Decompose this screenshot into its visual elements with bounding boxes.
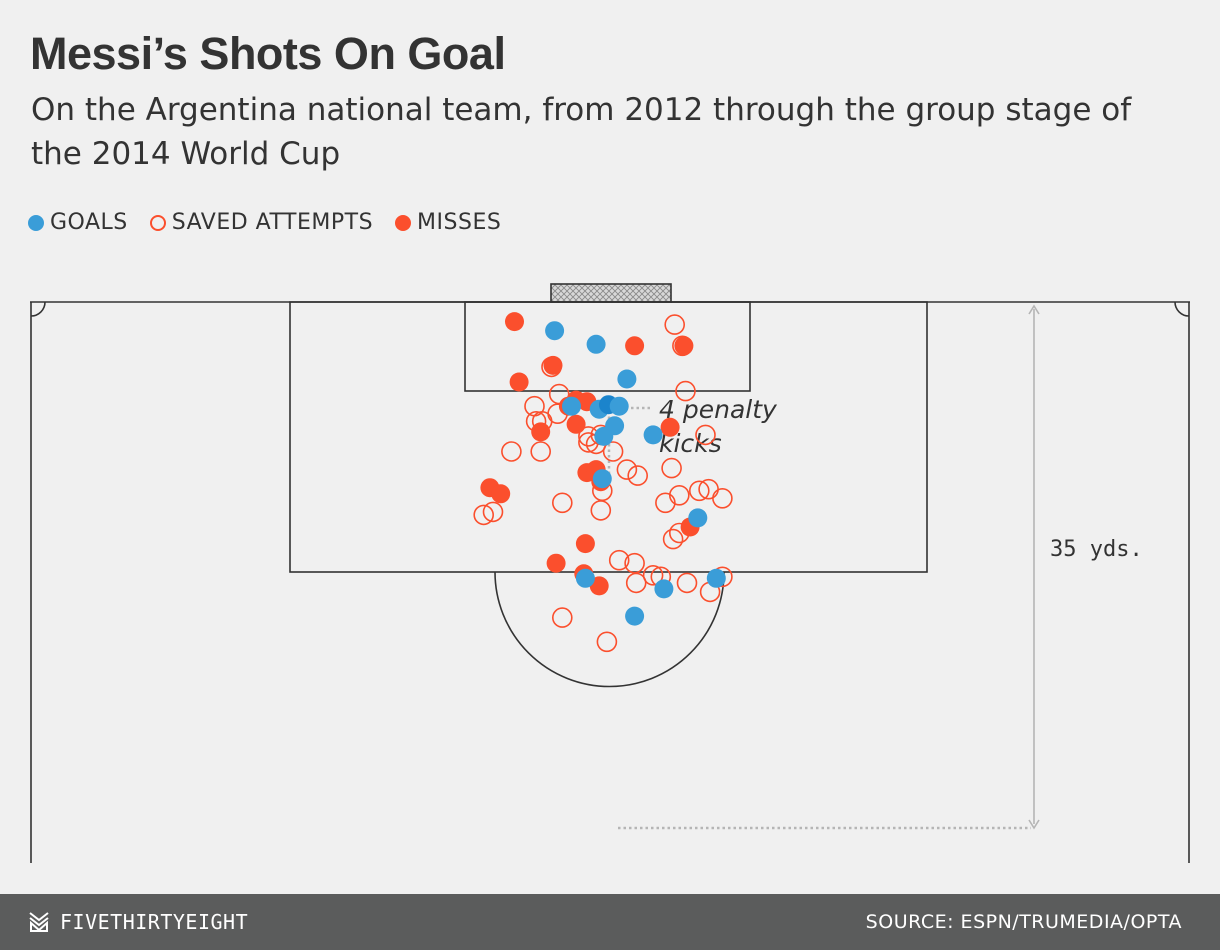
shot-saved-27: [712, 487, 733, 509]
footer-bar: FIVETHIRTYEIGHT SOURCE: ESPN/TRUMEDIA/OP…: [0, 894, 1220, 950]
legend-saved-label: SAVED ATTEMPTS: [171, 210, 374, 235]
brand-name: FIVETHIRTYEIGHT: [60, 910, 249, 934]
shot-miss-8: [566, 414, 586, 434]
shot-saved-14: [602, 441, 624, 462]
penalty-label-line1: 4 penalty: [659, 395, 778, 424]
distance-marker: 35 yds.: [618, 304, 1170, 830]
shot-goal-12: [575, 568, 595, 588]
shot-goal-0: [545, 321, 565, 341]
legend-misses-label: MISSES: [417, 210, 502, 235]
shot-goal-8: [643, 425, 663, 445]
shot-miss-0: [505, 312, 524, 332]
shot-markers: [473, 312, 733, 653]
shot-goal-11: [688, 508, 708, 528]
left-corner-arc: [30, 301, 46, 317]
shot-miss-15: [491, 484, 511, 504]
shot-saved-15: [501, 441, 522, 462]
shot-saved-19: [627, 465, 649, 486]
distance-arrow-bottom: [1028, 819, 1040, 830]
shot-miss-2: [674, 336, 694, 356]
penalty-annotation: 4 penalty kicks: [607, 395, 778, 474]
shot-goal-6: [609, 396, 629, 416]
shot-saved-33: [624, 552, 645, 574]
shot-saved-37: [676, 572, 698, 594]
shot-saved-18: [661, 457, 682, 479]
penalty-arc: [494, 571, 725, 688]
legend-goals-label: GOALS: [50, 210, 128, 235]
shot-goal-10: [592, 469, 612, 489]
legend-misses-dot: [395, 214, 412, 231]
source-credit: SOURCE: ESPN/TRUMEDIA/OPTA: [865, 911, 1182, 933]
shot-saved-16: [530, 441, 552, 462]
shot-saved-0: [664, 314, 686, 335]
shot-goal-14: [706, 568, 726, 588]
legend-goals-dot: [28, 214, 44, 231]
shot-miss-4: [509, 372, 529, 392]
shot-saved-11: [695, 424, 716, 446]
pitch-lines: [30, 283, 1190, 863]
shot-saved-32: [608, 549, 630, 571]
chart-title: Messi’s Shots On Goal: [30, 28, 506, 79]
shot-miss-18: [546, 553, 566, 573]
shot-miss-17: [575, 534, 595, 554]
legend-misses: MISSES: [395, 210, 501, 235]
distance-label-bg: [1040, 530, 1170, 566]
distance-arrow-top: [1028, 304, 1040, 315]
shot-saved-28: [473, 504, 495, 526]
shot-saved-25: [688, 480, 710, 502]
shot-goal-13: [654, 579, 674, 599]
legend-saved-dot: [149, 214, 166, 231]
shot-saved-36: [625, 572, 647, 594]
shot-goal-9: [594, 426, 614, 446]
shot-saved-34: [642, 564, 664, 586]
shot-saved-2: [675, 380, 696, 402]
shot-saved-40: [551, 607, 573, 628]
shot-saved-24: [668, 484, 690, 506]
distance-label: 35 yds.: [1050, 537, 1143, 562]
shot-goal-15: [625, 606, 645, 626]
legend-goals: GOALS: [28, 210, 128, 235]
shot-miss-1: [625, 336, 645, 356]
legend-saved: SAVED ATTEMPTS: [149, 210, 374, 235]
shot-miss-3: [543, 355, 563, 375]
goal-net: [550, 283, 672, 303]
shot-saved-29: [482, 501, 504, 523]
right-corner-arc: [1174, 301, 1190, 317]
shot-goal-3: [562, 396, 581, 416]
shot-saved-41: [596, 631, 618, 653]
shot-goal-1: [586, 334, 606, 354]
shot-saved-21: [551, 492, 573, 514]
shot-saved-22: [590, 500, 612, 521]
shot-goal-2: [617, 369, 637, 389]
brand: FIVETHIRTYEIGHT: [28, 910, 248, 934]
shot-miss-9: [531, 422, 551, 442]
chart-subtitle: On the Argentina national team, from 201…: [31, 92, 1132, 172]
legend: GOALS SAVED ATTEMPTS MISSES: [28, 210, 523, 235]
fivethirtyeight-logo-icon: [29, 912, 49, 932]
shot-miss-10: [660, 417, 680, 437]
shot-saved-23: [655, 492, 676, 514]
shot-saved-31: [662, 528, 684, 550]
six-yard-box: [464, 301, 751, 392]
shot-saved-17: [616, 459, 638, 480]
